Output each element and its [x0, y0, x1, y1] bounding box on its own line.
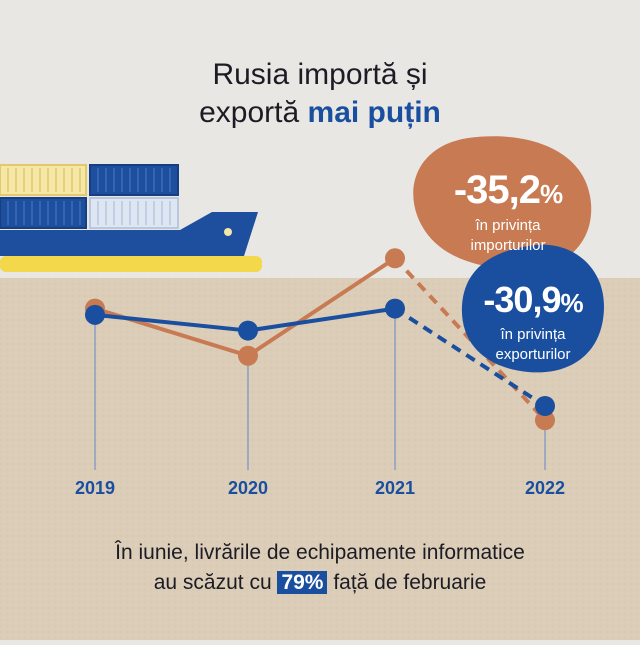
imports-callout-blob — [413, 136, 592, 271]
exports-callout-blob — [461, 244, 604, 373]
imports-callout-line2: importurilor — [470, 237, 546, 254]
footer-line-2-suffix: față de februarie — [327, 571, 487, 594]
exports-series-projection — [393, 306, 547, 408]
title-line-2: exportă mai puțin — [0, 94, 640, 132]
x-tick-label-2022: 2022 — [524, 478, 566, 498]
cargo-ship-illustration — [0, 164, 262, 272]
exports-point-2022 — [535, 396, 555, 416]
imports-callout-value: -35,2 — [453, 168, 541, 212]
title-line-2-prefix: exportă — [199, 96, 308, 129]
chart-title: Rusia importă și exportă mai puțin — [0, 56, 640, 132]
footer-highlight-badge: 79% — [277, 571, 328, 594]
year-guide-lines — [94, 308, 546, 470]
exports-callout-value: -30,9 — [483, 279, 561, 320]
exports-callout: -30,9% în privința exporturilor — [462, 278, 604, 365]
footer-line-1: În iunie, livrările de echipamente infor… — [115, 541, 525, 564]
footer-line-2: au scăzut cu 79% față de februarie — [0, 568, 640, 598]
exports-callout-value-line: -30,9% — [462, 278, 604, 325]
footer-line-2-prefix: au scăzut cu — [153, 571, 278, 594]
exports-callout-line1: în privința — [500, 326, 566, 343]
imports-point-2021 — [385, 248, 405, 269]
exports-point-2020 — [238, 320, 258, 341]
series-points — [85, 248, 555, 431]
exports-point-2021 — [385, 298, 405, 319]
x-tick-label-2020: 2020 — [227, 478, 269, 498]
footer-note: În iunie, livrările de echipamente infor… — [0, 538, 640, 598]
imports-callout-value-line: -35,2% — [418, 168, 598, 216]
exports-callout-line2: exporturilor — [495, 346, 571, 363]
imports-callout-line1: în privința — [475, 217, 541, 234]
imports-point-2022 — [535, 410, 555, 431]
x-tick-label-2019: 2019 — [74, 478, 116, 498]
title-highlight: mai puțin — [307, 96, 441, 129]
exports-callout-unit: % — [560, 288, 583, 318]
imports-callout: -35,2% în privința importurilor — [418, 168, 598, 256]
imports-callout-unit: % — [540, 179, 563, 209]
exports-point-2019 — [85, 304, 105, 325]
imports-point-2020 — [238, 345, 258, 366]
x-tick-label-2021: 2021 — [374, 478, 416, 498]
title-line-1: Rusia importă și — [212, 58, 428, 91]
